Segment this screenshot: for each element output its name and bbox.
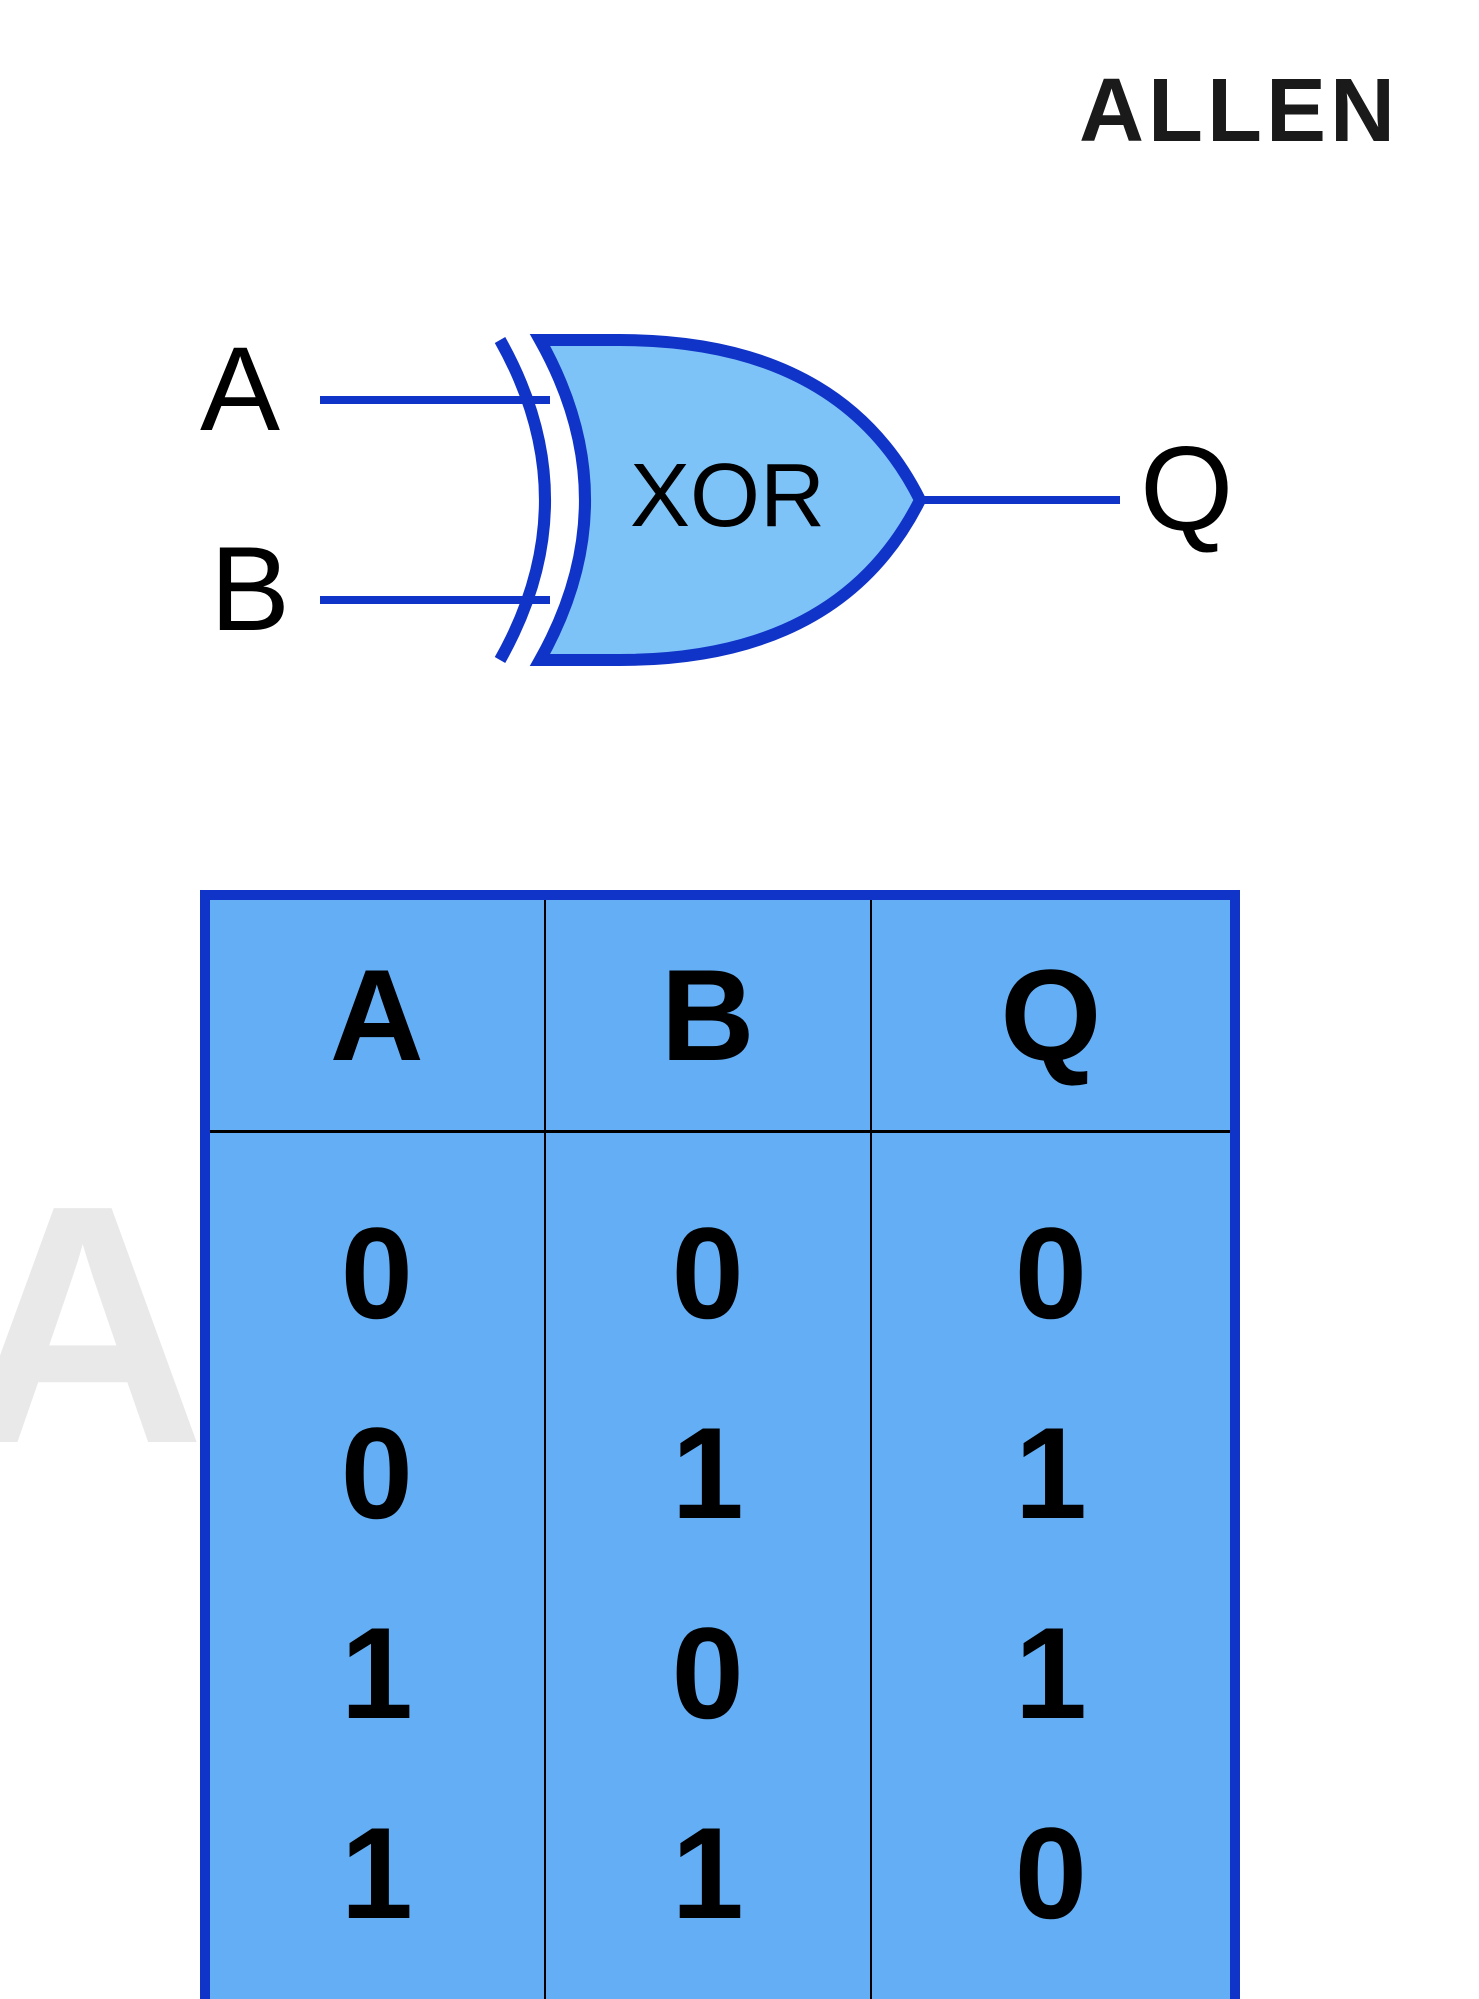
table-row: 1 0 1 <box>205 1573 1235 1773</box>
cell: 0 <box>871 1132 1235 1374</box>
xor-back-arc <box>500 340 545 660</box>
brand-logo: ALLEN <box>1079 60 1399 163</box>
input-a-label: A <box>200 320 280 458</box>
cell: 1 <box>545 1773 871 1999</box>
cell: 1 <box>871 1373 1235 1573</box>
col-header-b: B <box>545 895 871 1132</box>
table-header-row: A B Q <box>205 895 1235 1132</box>
xor-gate-diagram: A B Q XOR <box>200 300 1280 700</box>
table-row: 0 1 1 <box>205 1373 1235 1573</box>
truth-table-el: A B Q 0 0 0 0 1 1 1 0 1 1 1 <box>200 890 1240 1999</box>
output-q-label: Q <box>1140 420 1233 558</box>
input-b-label: B <box>210 520 290 658</box>
col-header-q: Q <box>871 895 1235 1132</box>
cell: 0 <box>871 1773 1235 1999</box>
cell: 1 <box>205 1573 545 1773</box>
truth-table: A B Q 0 0 0 0 1 1 1 0 1 1 1 <box>200 890 1240 1999</box>
cell: 0 <box>205 1132 545 1374</box>
cell: 1 <box>871 1573 1235 1773</box>
cell: 1 <box>205 1773 545 1999</box>
cell: 0 <box>545 1132 871 1374</box>
col-header-a: A <box>205 895 545 1132</box>
cell: 0 <box>205 1373 545 1573</box>
cell: 0 <box>545 1573 871 1773</box>
table-row: 0 0 0 <box>205 1132 1235 1374</box>
gate-name-text: XOR <box>630 445 825 548</box>
cell: 1 <box>545 1373 871 1573</box>
table-row: 1 1 0 <box>205 1773 1235 1999</box>
